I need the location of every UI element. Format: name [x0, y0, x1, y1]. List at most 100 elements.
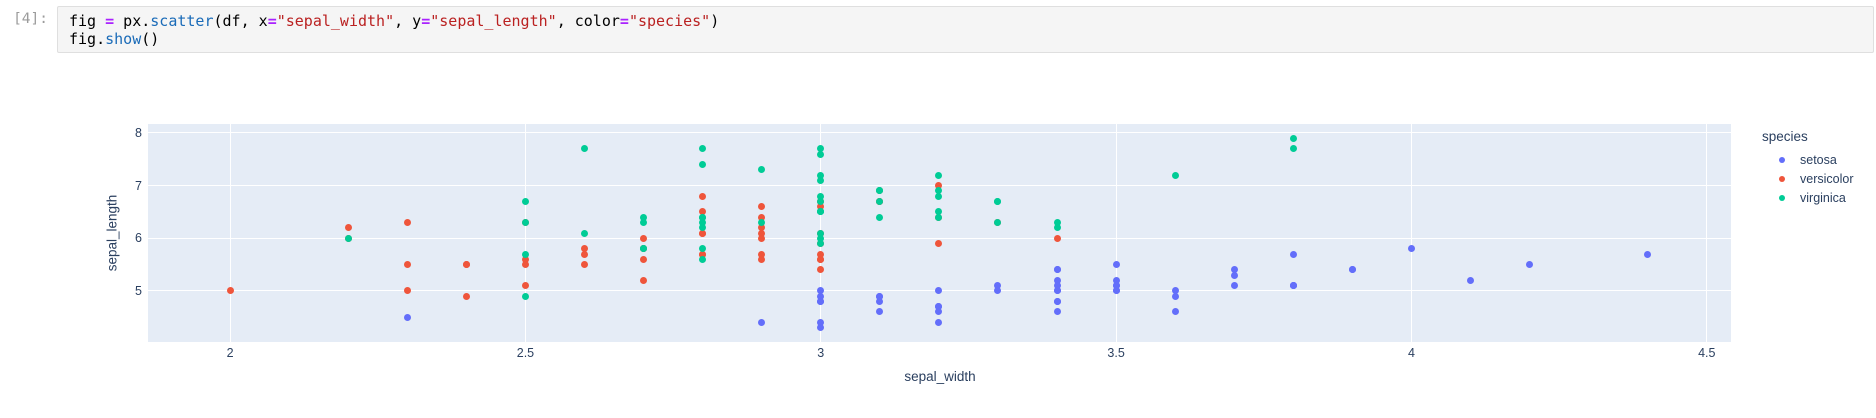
scatter-point-setosa[interactable]	[758, 319, 766, 327]
scatter-point-virginica[interactable]	[758, 218, 766, 226]
scatter-point-virginica[interactable]	[935, 192, 943, 200]
scatter-point-virginica[interactable]	[640, 213, 648, 221]
scatter-point-versicolor[interactable]	[758, 224, 766, 232]
scatter-point-virginica[interactable]	[1289, 134, 1297, 142]
scatter-point-versicolor[interactable]	[699, 250, 707, 258]
scatter-point-virginica[interactable]	[1053, 224, 1061, 232]
scatter-point-setosa[interactable]	[1112, 282, 1120, 290]
scatter-point-setosa[interactable]	[1171, 287, 1179, 295]
scatter-point-setosa[interactable]	[817, 297, 825, 305]
scatter-point-setosa[interactable]	[994, 287, 1002, 295]
scatter-point-setosa[interactable]	[1053, 287, 1061, 295]
scatter-point-versicolor[interactable]	[581, 245, 588, 253]
scatter-point-versicolor[interactable]	[758, 255, 766, 263]
code-line[interactable]: fig.show()	[69, 30, 1873, 48]
scatter-point-setosa[interactable]	[1467, 276, 1474, 284]
scatter-point-virginica[interactable]	[876, 213, 884, 221]
scatter-point-virginica[interactable]	[640, 245, 648, 253]
scatter-point-virginica[interactable]	[817, 192, 825, 200]
scatter-point-versicolor[interactable]	[403, 261, 411, 269]
scatter-point-setosa[interactable]	[1348, 266, 1356, 274]
scatter-point-setosa[interactable]	[817, 292, 825, 300]
scatter-point-setosa[interactable]	[1289, 250, 1297, 258]
scatter-point-versicolor[interactable]	[521, 255, 529, 263]
scatter-point-versicolor[interactable]	[699, 208, 707, 216]
scatter-point-setosa[interactable]	[1407, 245, 1415, 253]
scatter-point-setosa[interactable]	[1171, 308, 1179, 316]
scatter-point-versicolor[interactable]	[699, 229, 707, 237]
scatter-point-versicolor[interactable]	[344, 224, 352, 232]
scatter-point-virginica[interactable]	[758, 166, 766, 174]
plot-area[interactable]	[148, 124, 1731, 342]
scatter-point-versicolor[interactable]	[1053, 234, 1061, 242]
scatter-point-virginica[interactable]	[699, 255, 707, 263]
scatter-point-virginica[interactable]	[817, 197, 825, 205]
scatter-point-versicolor[interactable]	[521, 261, 529, 269]
scatter-point-versicolor[interactable]	[935, 240, 943, 248]
scatter-point-versicolor[interactable]	[817, 255, 825, 263]
scatter-point-virginica[interactable]	[699, 213, 707, 221]
scatter-point-versicolor[interactable]	[758, 213, 766, 221]
scatter-point-virginica[interactable]	[521, 197, 529, 205]
scatter-point-versicolor[interactable]	[462, 292, 470, 300]
scatter-point-virginica[interactable]	[521, 250, 529, 258]
scatter-point-setosa[interactable]	[876, 292, 884, 300]
scatter-point-setosa[interactable]	[1112, 276, 1120, 284]
scatter-point-virginica[interactable]	[1053, 218, 1061, 226]
scatter-point-virginica[interactable]	[640, 218, 648, 226]
scatter-point-versicolor[interactable]	[758, 203, 766, 211]
scatter-point-virginica[interactable]	[699, 224, 707, 232]
scatter-point-setosa[interactable]	[403, 313, 411, 321]
scatter-point-setosa[interactable]	[935, 308, 943, 316]
scatter-point-versicolor[interactable]	[403, 287, 411, 295]
scatter-point-virginica[interactable]	[521, 218, 529, 226]
scatter-point-versicolor[interactable]	[521, 282, 529, 290]
scatter-point-virginica[interactable]	[994, 218, 1002, 226]
scatter-point-versicolor[interactable]	[640, 234, 648, 242]
scatter-point-versicolor[interactable]	[403, 218, 411, 226]
scatter-point-setosa[interactable]	[1053, 297, 1061, 305]
scatter-point-virginica[interactable]	[876, 197, 884, 205]
scatter-point-setosa[interactable]	[1053, 276, 1061, 284]
scatter-point-versicolor[interactable]	[758, 234, 766, 242]
code-line[interactable]: fig = px.scatter(df, x="sepal_width", y=…	[69, 12, 1873, 30]
scatter-point-versicolor[interactable]	[581, 250, 588, 258]
scatter-point-setosa[interactable]	[1644, 250, 1652, 258]
scatter-point-virginica[interactable]	[817, 208, 825, 216]
scatter-point-setosa[interactable]	[1230, 282, 1238, 290]
scatter-point-setosa[interactable]	[876, 297, 884, 305]
scatter-point-virginica[interactable]	[699, 161, 707, 169]
scatter-point-versicolor[interactable]	[640, 276, 648, 284]
scatter-point-virginica[interactable]	[817, 229, 825, 237]
scatter-point-virginica[interactable]	[935, 213, 943, 221]
scatter-point-virginica[interactable]	[935, 208, 943, 216]
scatter-point-setosa[interactable]	[1053, 282, 1061, 290]
scatter-point-virginica[interactable]	[876, 187, 884, 195]
scatter-point-virginica[interactable]	[521, 292, 529, 300]
scatter-point-virginica[interactable]	[935, 187, 943, 195]
scatter-point-setosa[interactable]	[1112, 261, 1120, 269]
scatter-point-virginica[interactable]	[699, 145, 707, 153]
scatter-point-versicolor[interactable]	[581, 261, 588, 269]
scatter-point-versicolor[interactable]	[699, 192, 707, 200]
scatter-point-setosa[interactable]	[1171, 292, 1179, 300]
scatter-point-versicolor[interactable]	[817, 203, 825, 211]
legend-item-versicolor[interactable]: versicolor	[1762, 169, 1854, 188]
scatter-point-virginica[interactable]	[699, 245, 707, 253]
scatter-point-virginica[interactable]	[994, 197, 1002, 205]
scatter-point-setosa[interactable]	[817, 287, 825, 295]
scatter-point-setosa[interactable]	[935, 303, 943, 311]
scatter-point-versicolor[interactable]	[758, 250, 766, 258]
legend-item-virginica[interactable]: virginica	[1762, 188, 1854, 207]
scatter-point-setosa[interactable]	[1230, 266, 1238, 274]
scatter-point-setosa[interactable]	[1053, 266, 1061, 274]
scatter-point-virginica[interactable]	[344, 234, 352, 242]
scatter-point-virginica[interactable]	[817, 171, 825, 179]
scatter-point-virginica[interactable]	[817, 150, 825, 158]
scatter-point-virginica[interactable]	[1171, 171, 1179, 179]
scatter-point-setosa[interactable]	[817, 324, 825, 332]
scatter-point-virginica[interactable]	[817, 145, 825, 153]
scatter-point-virginica[interactable]	[817, 176, 825, 184]
scatter-point-setosa[interactable]	[817, 319, 825, 327]
scatter-point-setosa[interactable]	[1289, 282, 1297, 290]
